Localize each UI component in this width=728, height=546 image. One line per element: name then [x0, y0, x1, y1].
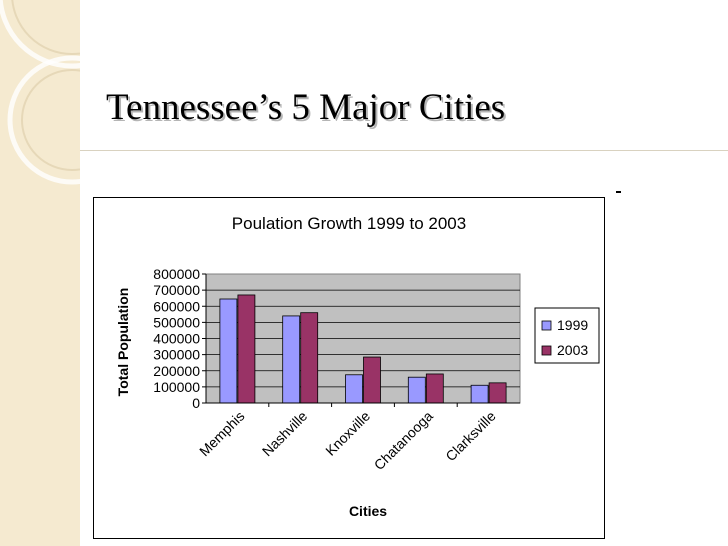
slide-title: Tennessee’s 5 Major Cities	[106, 87, 506, 128]
bar-1999-memphis	[219, 298, 238, 404]
bar-2003-knoxville	[363, 356, 381, 404]
legend-swatch-2003	[541, 345, 552, 356]
y-tick-label: 300000	[153, 347, 200, 363]
y-tick-label: 200000	[153, 363, 200, 379]
legend-label-2003: 2003	[557, 342, 588, 358]
y-axis-label: Total Population	[115, 288, 131, 397]
x-tick-label: Chatanooga	[371, 408, 436, 473]
x-tick-label: Nashville	[259, 408, 311, 460]
bar-1999-nashville	[282, 315, 301, 404]
bar-2003-memphis	[237, 294, 256, 404]
legend-label-1999: 1999	[557, 317, 588, 333]
y-tick-label: 400000	[153, 331, 200, 347]
bar-1999-chatanooga	[407, 376, 426, 404]
y-tick-label: 100000	[153, 379, 200, 395]
x-tick-label: Knoxville	[322, 408, 373, 459]
y-tick-label: 500000	[153, 314, 200, 330]
y-tick-label: 700000	[153, 282, 200, 298]
x-axis-label: Cities	[349, 503, 387, 519]
legend-swatch-1999	[541, 320, 552, 331]
y-tick-label: 800000	[153, 266, 200, 282]
corner-mark	[616, 191, 621, 193]
bar-1999-clarksville	[470, 384, 489, 404]
chart-legend: 1999 2003	[534, 307, 600, 364]
slide-sidebar	[0, 0, 80, 546]
legend-box	[534, 307, 600, 364]
x-tick-label: Clarksville	[442, 408, 499, 465]
chart-title: Poulation Growth 1999 to 2003	[232, 214, 466, 233]
title-divider	[80, 150, 728, 151]
y-axis-ticks: 0100000200000300000400000500000600000700…	[153, 266, 206, 411]
bar-2003-clarksville	[488, 382, 507, 404]
y-tick-label: 600000	[153, 298, 200, 314]
bar-1999-knoxville	[345, 374, 363, 404]
sidebar-swirl-decoration	[0, 0, 80, 185]
x-tick-label: Memphis	[196, 408, 247, 459]
chart-frame: Poulation Growth 1999 to 2003 Total Popu…	[93, 197, 605, 539]
bar-2003-nashville	[300, 312, 319, 404]
gridlines	[206, 289, 520, 388]
population-chart: Poulation Growth 1999 to 2003 Total Popu…	[115, 214, 600, 519]
y-tick-label: 0	[192, 395, 200, 411]
bar-2003-chatanooga	[425, 373, 444, 404]
